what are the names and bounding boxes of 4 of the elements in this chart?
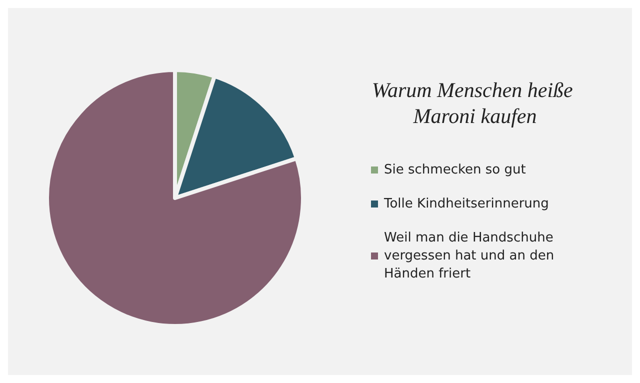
legend-label: Sie schmecken so gut <box>384 162 526 178</box>
legend-label: Weil man die Handschuhe vergessen hat und an den Händen friert <box>384 230 558 282</box>
text: Warum Menschen heiße Maroni kaufen <box>372 78 578 128</box>
legend-label: Tolle Kindheitserinnerung <box>383 196 549 212</box>
